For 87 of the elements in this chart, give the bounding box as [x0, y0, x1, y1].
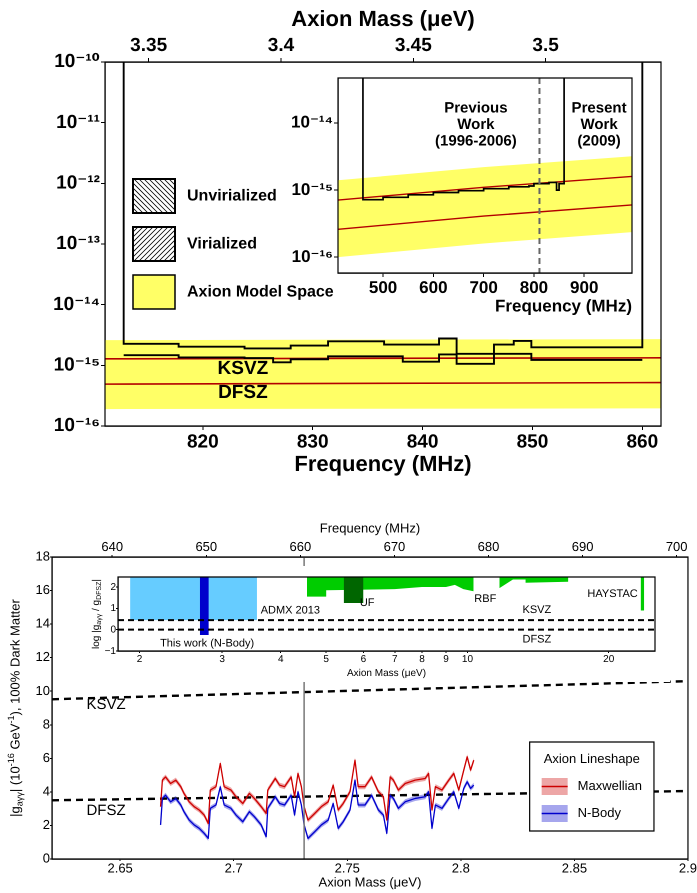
- annotation: KSVZ: [218, 358, 269, 380]
- x-tick-label: 2.75: [334, 860, 360, 876]
- y-tick-label: 10⁻¹¹: [56, 112, 100, 133]
- y-tick-label: 2: [42, 817, 50, 832]
- y-tick-label: 16: [36, 582, 50, 598]
- x2-tick-label: 650: [195, 538, 218, 554]
- x-axis-title: Axion Mass (μeV): [318, 874, 422, 890]
- x2-tick-label: 3.35: [130, 34, 168, 56]
- y-tick-label: 10⁻¹³: [56, 233, 100, 254]
- legend-label: Unvirialized: [187, 187, 277, 204]
- x-tick-label: 600: [419, 278, 448, 297]
- x2-tick-label: 3.4: [268, 34, 295, 56]
- x2-tick-label: 640: [101, 538, 124, 554]
- x-tick-label: 9: [443, 654, 450, 665]
- y-tick-label: 8: [42, 716, 50, 732]
- y-tick-label: 10⁻¹⁵: [54, 354, 100, 376]
- ref-line-label: KSVZ: [522, 604, 552, 616]
- x-tick-label: 2.9: [678, 860, 697, 876]
- x-tick-label: 820: [186, 432, 219, 453]
- y-tick-label: 4: [42, 783, 50, 798]
- x-tick-label: 500: [368, 278, 398, 297]
- annotation: This work (N-Body): [160, 638, 254, 650]
- x-tick-label: 8: [419, 654, 426, 665]
- annotation: DFSZ: [86, 802, 126, 820]
- x-tick-label: 850: [516, 432, 548, 453]
- y-axis-title: |gaγγ| (10-16 GeV-1), 100% Dark Matter: [6, 598, 24, 817]
- annotation: KSVZ: [86, 696, 126, 714]
- y-tick-label: 10⁻¹⁴: [53, 294, 100, 315]
- x-tick-label: 900: [570, 278, 598, 297]
- x-axis-title: Frequency (MHz): [495, 296, 632, 316]
- x-tick-label: 2.85: [562, 860, 588, 876]
- annotation: DFSZ: [218, 382, 268, 404]
- annotation: UF: [360, 596, 375, 609]
- annotation: RBF: [474, 593, 497, 606]
- x2-tick-label: 690: [572, 538, 594, 554]
- legend-label: N-Body: [578, 805, 622, 820]
- x-tick-label: 6: [360, 654, 367, 665]
- x2-tick-label: 660: [290, 538, 312, 554]
- x-axis-title: Axion Mass (μeV): [346, 668, 426, 679]
- y-tick-label: 10⁻¹⁰: [54, 51, 100, 72]
- x-tick-label: 700: [469, 278, 498, 297]
- y-tick-label: 12: [36, 649, 50, 664]
- x2-tick-label: 3.5: [532, 34, 560, 56]
- legend-label: Axion Model Space: [187, 283, 334, 300]
- x-tick-label: 3: [219, 654, 226, 665]
- x-tick-label: 5: [323, 654, 330, 665]
- x-axis-title: Frequency (MHz): [294, 451, 472, 476]
- x-tick-label: 830: [296, 432, 329, 453]
- y-tick-label: 10: [36, 682, 50, 698]
- x2-tick-label: 670: [384, 538, 406, 554]
- x-tick-label: 2.65: [107, 860, 133, 876]
- x2-tick-label: 700: [666, 538, 688, 554]
- x-tick-label: 840: [406, 432, 438, 453]
- x-tick-label: 4: [278, 654, 284, 665]
- x2-axis-title: Frequency (MHz): [320, 520, 420, 536]
- x2-tick-label: 3.45: [394, 34, 432, 56]
- x-tick-label: 860: [626, 432, 658, 453]
- x-tick-label: 20: [603, 654, 615, 665]
- annotation: Present Work (2009): [572, 100, 627, 150]
- y-tick-label: 2: [110, 582, 116, 593]
- y-tick-label: 10⁻¹²: [56, 172, 100, 194]
- y-tick-label: 0: [110, 624, 116, 636]
- x-tick-label: 7: [392, 654, 398, 665]
- y-tick-label: 10⁻¹⁶: [292, 246, 333, 266]
- annotation: Previous Work (1996-2006): [435, 100, 517, 150]
- y-tick-label: 10⁻¹⁵: [291, 180, 333, 199]
- y-tick-label: 0: [42, 850, 50, 866]
- x2-tick-label: 680: [478, 538, 500, 554]
- y-tick-label: 14: [36, 616, 50, 631]
- annotation: ADMX 2013: [260, 604, 320, 617]
- legend-label: Maxwellian: [578, 778, 642, 794]
- y-tick-label: 10⁻¹⁶: [54, 415, 100, 436]
- x-tick-label: 2.8: [452, 860, 470, 876]
- x-tick-label: 800: [520, 278, 548, 297]
- x2-axis-title: Axion Mass (μeV): [291, 6, 475, 32]
- x-tick-label: 2: [136, 654, 143, 665]
- y-tick-label: −1: [104, 646, 116, 657]
- y-tick-label: 18: [36, 548, 50, 564]
- legend-label: Virialized: [187, 235, 257, 252]
- y-tick-label: 1: [110, 603, 116, 614]
- y-tick-label: 10⁻¹⁴: [291, 112, 333, 132]
- y-tick-label: 6: [42, 750, 50, 765]
- x-tick-label: 2.7: [224, 860, 243, 876]
- legend-title: Axion Lineshape: [544, 751, 640, 766]
- ref-line-label: DFSZ: [522, 634, 552, 646]
- annotation: HAYSTAC: [587, 588, 638, 600]
- x-tick-label: 10: [462, 654, 474, 665]
